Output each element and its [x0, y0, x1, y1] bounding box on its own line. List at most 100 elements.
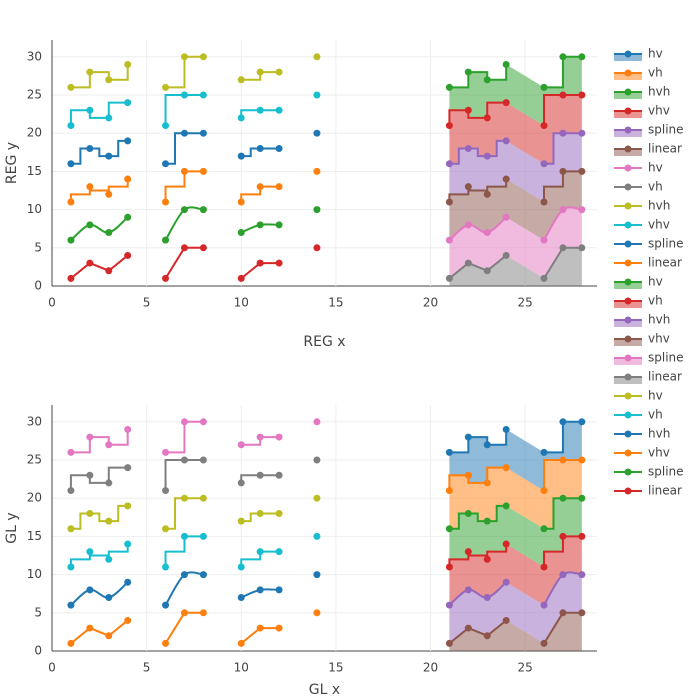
point [256, 433, 264, 441]
fill-area [449, 421, 582, 491]
point [559, 91, 567, 99]
x-tick-label: 20 [423, 661, 438, 675]
series-line [164, 94, 204, 126]
legend-marker [624, 183, 632, 191]
point [86, 68, 94, 76]
point [578, 206, 586, 214]
point [559, 456, 567, 464]
x-tick-label: 10 [234, 661, 249, 675]
point [180, 244, 188, 252]
legend-marker [624, 411, 632, 419]
legend-marker [624, 487, 632, 495]
point [464, 106, 472, 114]
point [237, 563, 245, 571]
point [540, 83, 548, 91]
legend-marker [624, 278, 632, 286]
point [464, 624, 472, 632]
series-line [240, 550, 280, 567]
point [445, 639, 453, 647]
series-line [165, 420, 204, 454]
fill-area [449, 572, 582, 644]
point [559, 571, 567, 579]
series-line [70, 581, 129, 606]
series-line [70, 64, 129, 89]
series-line [164, 459, 204, 491]
series-line [240, 185, 280, 202]
point [237, 594, 245, 602]
legend-label: vh [648, 180, 663, 194]
point [275, 471, 283, 479]
fill-area [449, 56, 582, 126]
point [180, 456, 188, 464]
point [86, 548, 94, 556]
point [124, 425, 132, 433]
legend-marker [624, 164, 632, 172]
point [237, 274, 245, 282]
series-line [165, 132, 204, 165]
point [162, 83, 170, 91]
point [67, 563, 75, 571]
legend-label: vh [648, 408, 663, 422]
legend-label: linear [648, 256, 682, 270]
point [105, 594, 113, 602]
point [162, 525, 170, 533]
point [180, 571, 188, 579]
series-line [448, 216, 507, 241]
legend-label: hvh [648, 85, 670, 99]
point [578, 456, 586, 464]
point [67, 236, 75, 244]
point [105, 555, 113, 563]
legend-label: hv [648, 47, 663, 61]
point [483, 190, 491, 198]
legend-label: spline [648, 465, 684, 479]
point [445, 236, 453, 244]
series-line [164, 611, 204, 644]
series-line [449, 64, 508, 89]
series-line [544, 55, 582, 89]
point [124, 175, 132, 183]
point [199, 129, 207, 137]
point [578, 609, 586, 617]
point [256, 471, 264, 479]
point [105, 152, 113, 160]
point [256, 259, 264, 267]
point [86, 471, 94, 479]
point [105, 229, 113, 237]
fill-area [449, 498, 582, 567]
x-tick-label: 0 [48, 296, 56, 310]
point [162, 563, 170, 571]
series-line [543, 94, 582, 126]
point [578, 167, 586, 175]
point [578, 532, 586, 540]
series-line [165, 497, 204, 530]
y-tick-label: 25 [27, 453, 42, 467]
series-line [69, 466, 128, 491]
series-line [543, 459, 582, 491]
series-line [164, 246, 204, 279]
point [540, 274, 548, 282]
series-line [69, 101, 128, 126]
legend-marker [624, 335, 632, 343]
point [180, 609, 188, 617]
point [162, 601, 170, 609]
point [86, 433, 94, 441]
point [86, 259, 94, 267]
point [445, 160, 453, 168]
point [124, 464, 132, 472]
point [578, 91, 586, 99]
point [464, 471, 472, 479]
point [464, 586, 472, 594]
point [313, 206, 321, 214]
point [86, 106, 94, 114]
series-line [164, 170, 204, 202]
point [464, 183, 472, 191]
point [502, 175, 510, 183]
x-axis-title: GL x [309, 682, 340, 698]
point [313, 609, 321, 617]
legend-label: hvh [648, 313, 670, 327]
series-line [448, 101, 507, 126]
y-tick-label: 15 [27, 529, 42, 543]
point [67, 274, 75, 282]
point [313, 53, 321, 61]
point [105, 76, 113, 84]
